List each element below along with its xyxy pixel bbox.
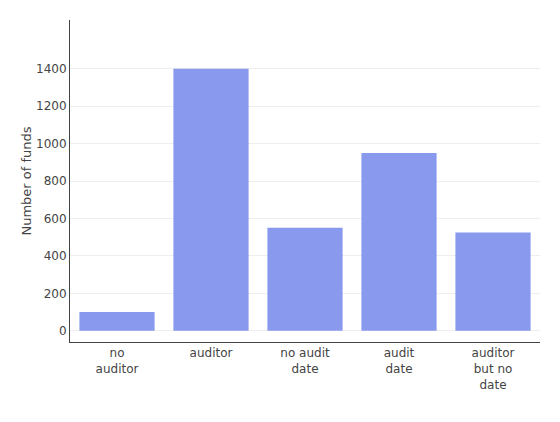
svg-text:auditor: auditor <box>190 346 233 360</box>
svg-text:1200: 1200 <box>36 99 67 113</box>
svg-text:1400: 1400 <box>36 62 67 76</box>
svg-text:600: 600 <box>44 212 67 226</box>
svg-text:0: 0 <box>59 324 67 338</box>
svg-text:no auditdate: no auditdate <box>280 346 330 376</box>
svg-text:800: 800 <box>44 174 67 188</box>
svg-text:auditorbut nodate: auditorbut nodate <box>472 346 515 391</box>
svg-text:auditdate: auditdate <box>384 346 415 376</box>
svg-text:Number of funds: Number of funds <box>19 126 34 235</box>
svg-text:noauditor: noauditor <box>96 346 139 376</box>
svg-text:400: 400 <box>44 249 67 263</box>
svg-text:200: 200 <box>44 287 67 301</box>
svg-text:1000: 1000 <box>36 137 67 151</box>
